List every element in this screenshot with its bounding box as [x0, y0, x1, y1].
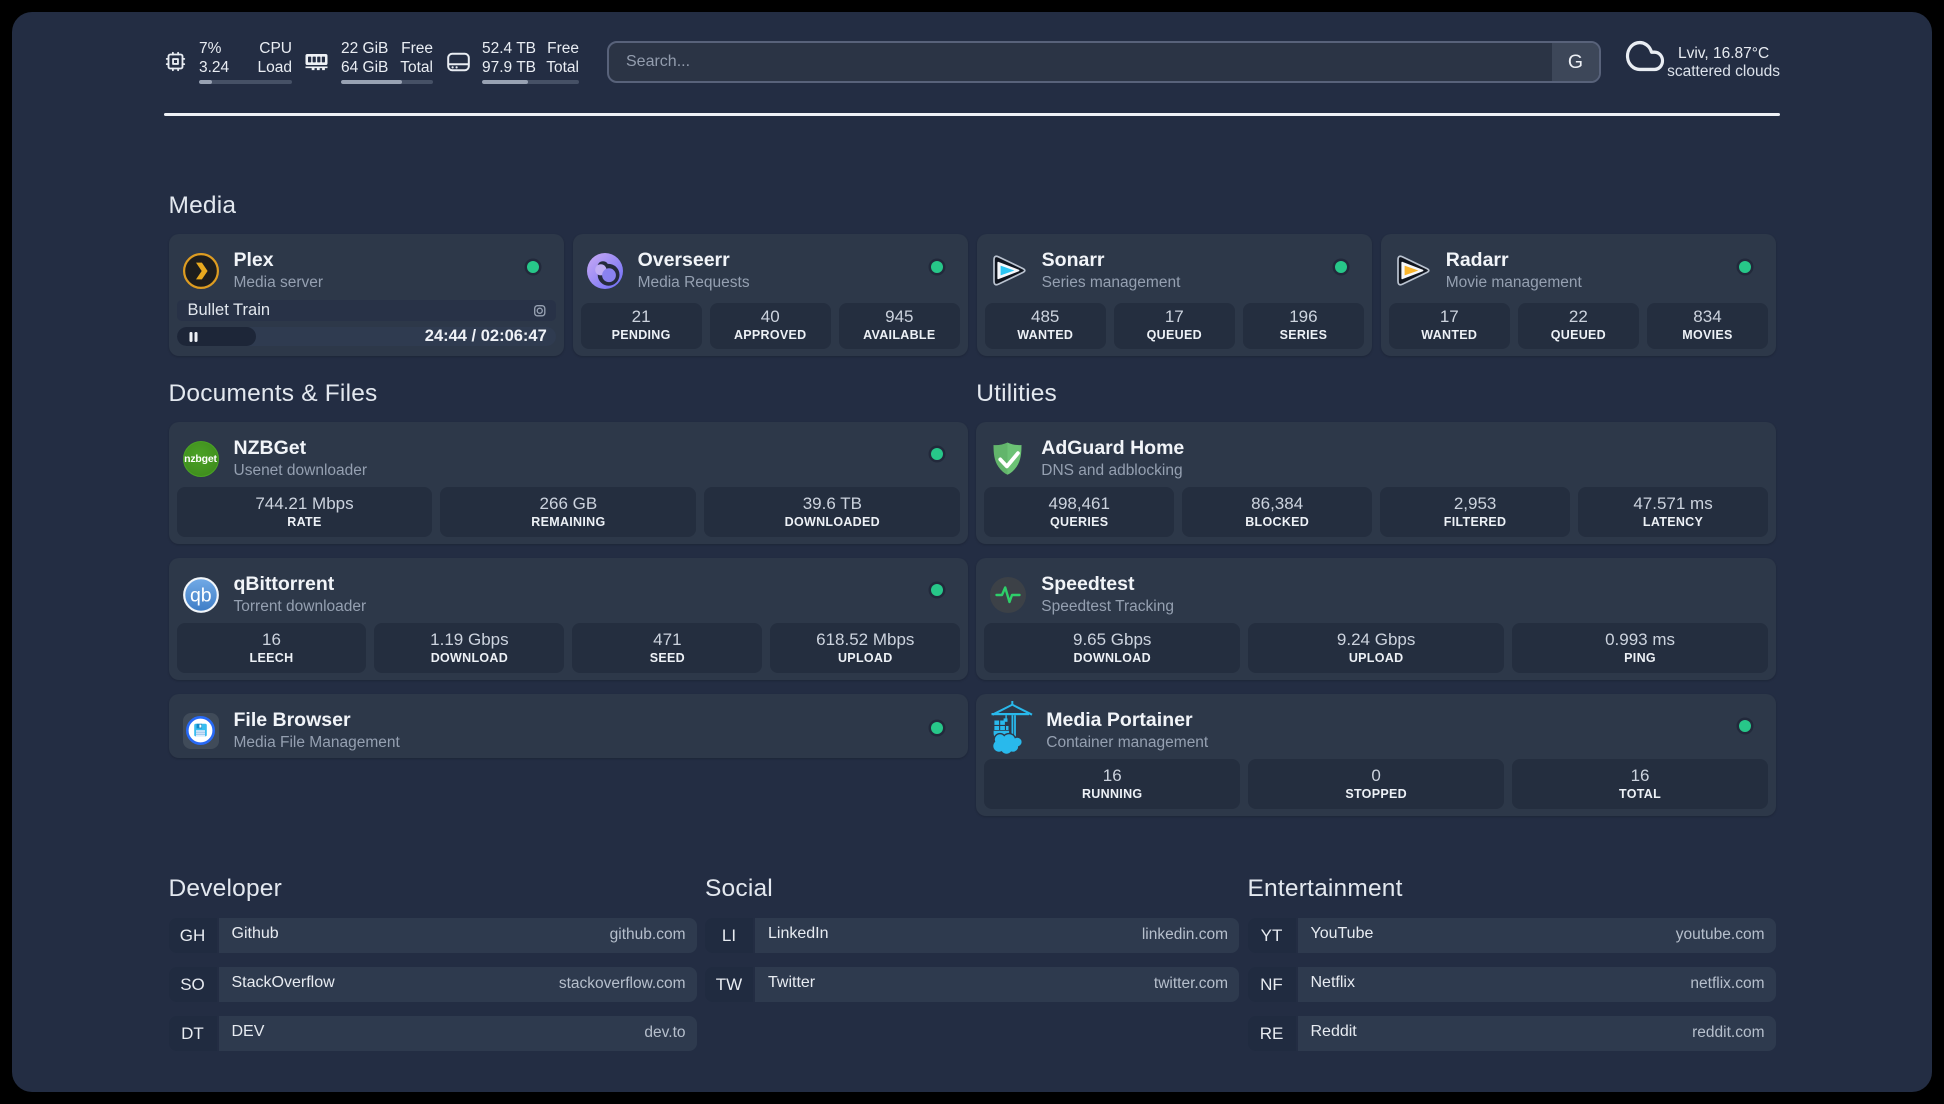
svg-text:qb: qb: [189, 584, 211, 606]
